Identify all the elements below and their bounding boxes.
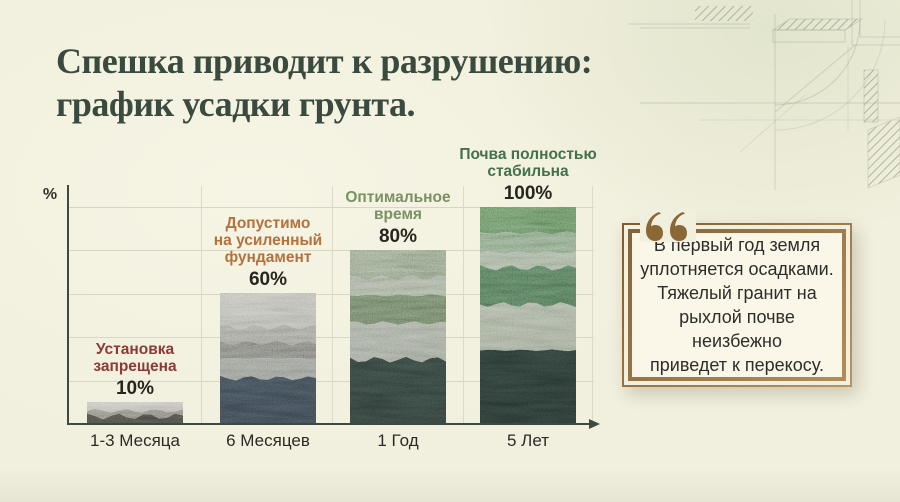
bar-annotation: Оптимальное время — [345, 189, 451, 223]
h-gridline — [69, 293, 594, 295]
bar-value-label: 60% — [248, 269, 288, 290]
x-axis-label: 1-3 Месяца — [90, 431, 180, 450]
bar-annotation: Установка запрещена — [93, 341, 177, 375]
bar-annotation: Почва полностью стабильна — [459, 146, 597, 180]
bar-value-label: 100% — [503, 183, 553, 204]
h-gridline — [69, 380, 594, 382]
page-title: Спешка приводит к разрушению: график уса… — [56, 41, 593, 124]
bar-annotation: Допустимо на усиленный фундамент — [213, 215, 323, 266]
v-gridline — [332, 186, 333, 423]
quote-card-inner: В первый год земля уплотняется осадками.… — [628, 229, 846, 381]
bar-3 — [350, 250, 446, 424]
v-gridline — [463, 186, 464, 423]
h-gridline — [69, 337, 594, 338]
bar-2 — [220, 293, 316, 424]
y-axis-line — [67, 185, 69, 425]
x-axis-arrow-icon — [589, 419, 600, 429]
double-quote-icon — [640, 210, 696, 242]
h-gridline — [69, 206, 594, 208]
x-axis-line — [67, 423, 591, 425]
blueprint-decoration-icon — [628, 0, 900, 190]
bar-1 — [87, 402, 183, 424]
x-axis-label: 5 Лет — [506, 431, 549, 450]
quote-card: В первый год земля уплотняется осадками.… — [622, 210, 852, 387]
x-axis-label: 1 Год — [377, 431, 419, 450]
bar-4 — [480, 207, 576, 424]
bar-value-label: 80% — [378, 226, 418, 247]
v-gridline — [592, 186, 593, 423]
v-gridline — [201, 186, 202, 423]
quote-text: В первый год земля уплотняется осадками.… — [640, 235, 834, 375]
y-axis-unit-label: % — [42, 186, 58, 203]
x-axis-label: 6 Месяцев — [226, 431, 310, 450]
bar-value-label: 10% — [115, 378, 155, 399]
h-gridline — [69, 250, 594, 251]
